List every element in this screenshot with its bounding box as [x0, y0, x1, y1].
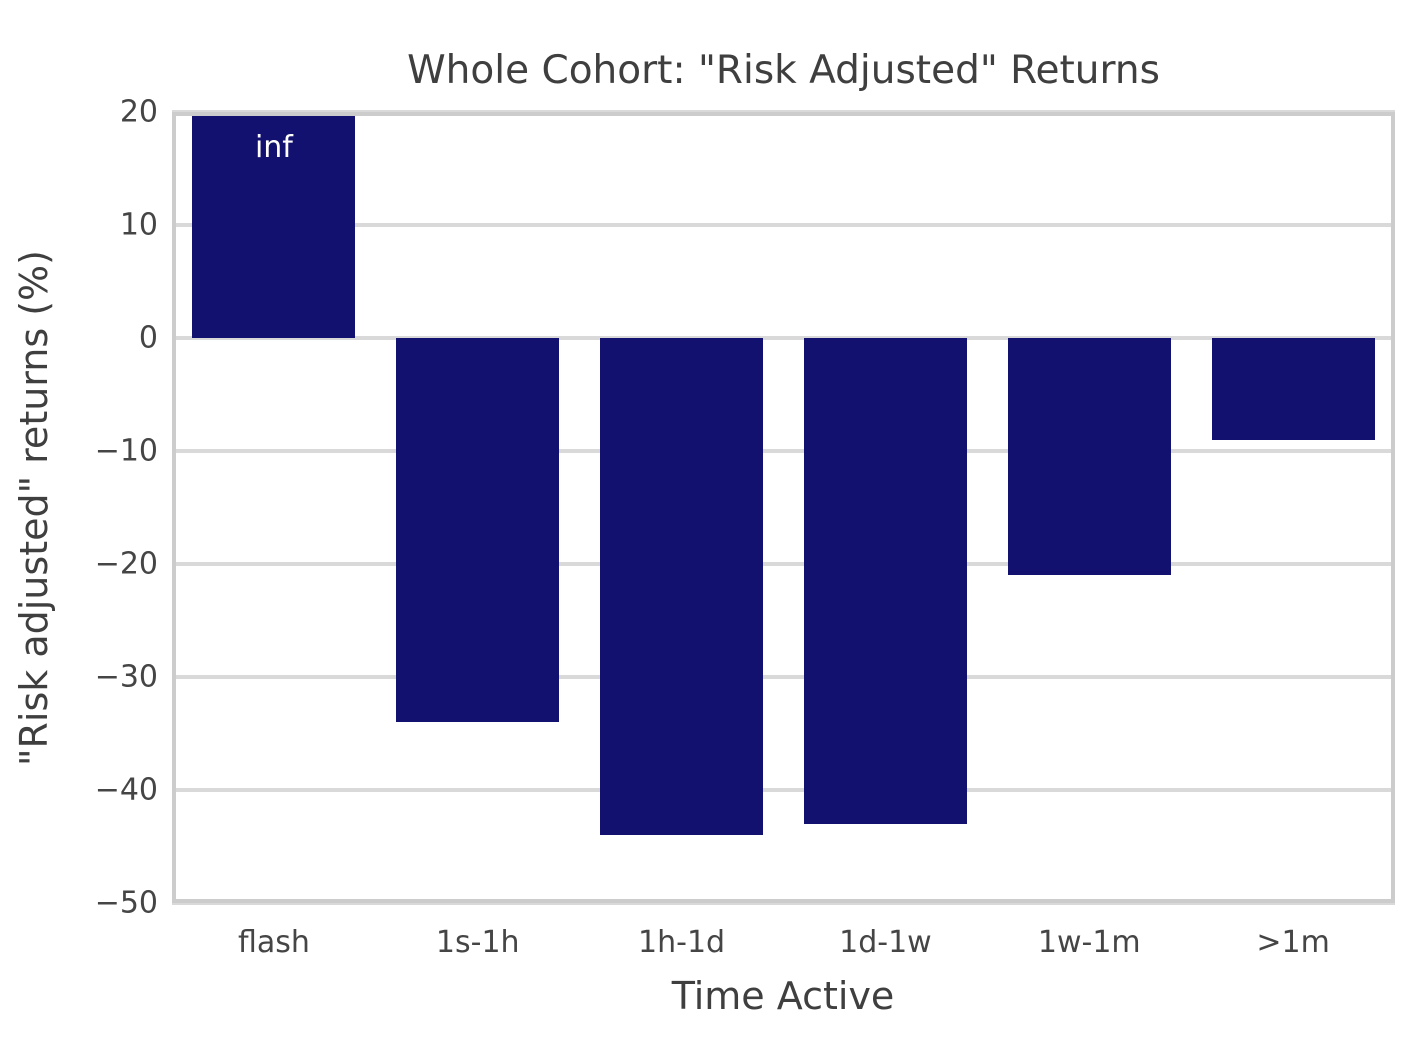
x-tick-label: >1m	[1256, 925, 1330, 960]
y-tick-label: 10	[119, 207, 158, 243]
bar-1d-1w	[803, 338, 967, 824]
gridline	[172, 901, 1395, 905]
y-tick-label: −10	[94, 433, 158, 469]
y-tick-label: −30	[94, 659, 158, 695]
y-tick-label: −20	[94, 546, 158, 582]
bar->1m	[1211, 338, 1375, 440]
chart-title: Whole Cohort: "Risk Adjusted" Returns	[407, 48, 1160, 93]
y-tick-label: 0	[138, 320, 158, 356]
gridline	[172, 336, 1395, 340]
gridline	[172, 788, 1395, 792]
bar-1s-1h	[396, 338, 560, 723]
bar-value-label: inf	[254, 130, 293, 165]
bar-flash: inf	[192, 112, 356, 338]
gridline	[172, 449, 1395, 453]
x-tick-label: 1w-1m	[1037, 925, 1141, 960]
y-tick-label: 20	[119, 94, 158, 130]
x-tick-label: 1s-1h	[435, 925, 520, 960]
y-tick-label: −50	[94, 885, 158, 921]
y-tick-label: −40	[94, 772, 158, 808]
x-tick-label: 1d-1w	[839, 925, 932, 960]
x-axis-label: Time Active	[671, 974, 895, 1018]
gridline	[172, 223, 1395, 227]
x-tick-label: flash	[237, 925, 310, 960]
gridline	[172, 562, 1395, 566]
gridline	[172, 675, 1395, 679]
bar-1w-1m	[1007, 338, 1171, 576]
x-tick-label: 1h-1d	[638, 925, 726, 960]
bar-1h-1d	[600, 338, 764, 836]
